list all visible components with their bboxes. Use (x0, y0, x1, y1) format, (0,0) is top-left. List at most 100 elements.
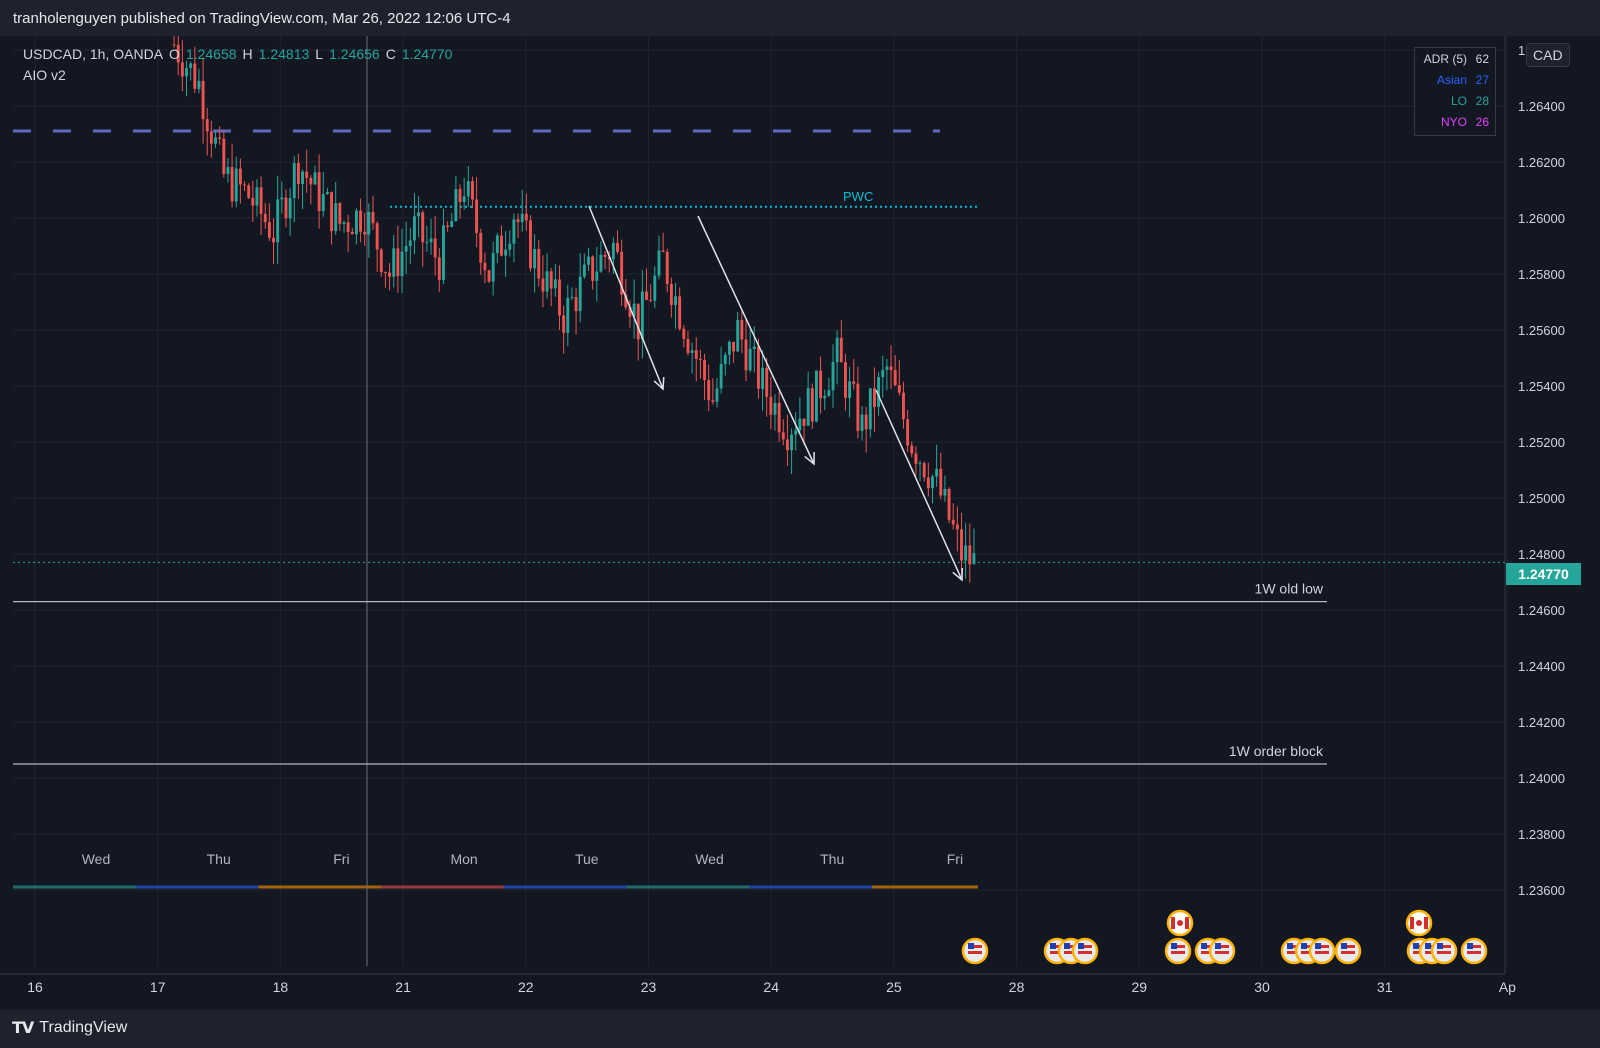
symbol-label[interactable]: USDCAD, 1h, OANDA (23, 46, 164, 62)
candle-body (665, 251, 669, 285)
low-label: L (315, 46, 324, 62)
candle-body (495, 235, 499, 253)
price-tick-label: 1.24000 (1518, 771, 1565, 786)
candle-body (296, 163, 300, 185)
flag-canton (1425, 943, 1431, 949)
candle-body (483, 262, 487, 271)
candle-body (504, 249, 508, 256)
candle-body (823, 396, 827, 399)
nyo-label: NYO (1440, 114, 1467, 129)
weekday-label: Thu (820, 851, 844, 867)
currency-button[interactable]: CAD (1526, 43, 1570, 67)
candle-body (243, 184, 246, 186)
candle-body (889, 366, 893, 371)
candle-body (363, 231, 367, 235)
candle-body (756, 346, 760, 389)
candle-body (334, 203, 338, 232)
weekday-label: Mon (450, 851, 477, 867)
candle-body (276, 199, 280, 243)
candle-body (698, 358, 702, 361)
open-value: 1.24658 (185, 46, 237, 62)
candle-body (570, 297, 574, 299)
footer-bar: TV TradingView (0, 1010, 1600, 1048)
candle-body (425, 242, 429, 244)
candle-body (350, 231, 354, 235)
asian-label: Asian (1436, 72, 1467, 87)
price-tick-label: 1.24400 (1518, 659, 1565, 674)
candle-body (844, 362, 847, 398)
date-tick-label: 21 (395, 979, 411, 995)
candle-body (251, 197, 255, 206)
nyo-row: NYO 26 (1415, 111, 1495, 132)
candle-body (914, 453, 918, 464)
candle-body (931, 476, 934, 489)
candle-body (201, 80, 205, 120)
date-tick-label: 30 (1254, 979, 1270, 995)
candle-body (707, 380, 711, 401)
candle-body (263, 213, 267, 223)
indicator-label[interactable]: AIO v2 (23, 67, 66, 83)
candle-body (657, 250, 661, 276)
candle-body (732, 341, 736, 352)
weekday-label: Fri (947, 851, 963, 867)
candle-body (794, 430, 798, 435)
candle-body (777, 402, 781, 433)
candle-body (711, 400, 715, 402)
candle-body (785, 439, 789, 451)
candle-body (761, 367, 765, 389)
candle-body (288, 198, 292, 219)
candle-body (400, 251, 404, 277)
candle-body (939, 468, 943, 496)
candle-body (943, 488, 947, 496)
candle-body (611, 242, 615, 260)
candle-body (359, 210, 363, 232)
candle-body (247, 185, 251, 198)
price-tick-label: 1.25000 (1518, 491, 1565, 506)
candle-body (491, 252, 495, 282)
candle-body (566, 298, 570, 333)
flag-stripe (1341, 945, 1355, 948)
flag-stripe (1215, 951, 1229, 954)
candle-body (881, 369, 885, 378)
candle-body (678, 296, 682, 329)
candle-body (856, 383, 860, 431)
candle-body (781, 432, 785, 440)
candle-body (885, 366, 889, 370)
adr-row: ADR (5) 62 (1415, 48, 1495, 69)
candle-body (388, 272, 392, 277)
candle-body (197, 80, 201, 89)
date-tick-label: 16 (27, 979, 43, 995)
price-tick-label: 1.25600 (1518, 323, 1565, 338)
candle-body (280, 197, 284, 200)
candle-body (545, 271, 549, 292)
flag-stripe (1287, 951, 1301, 954)
candle-body (433, 238, 437, 258)
candle-body (922, 463, 926, 478)
candle-body (330, 191, 334, 232)
candle-body (935, 468, 939, 477)
candle-body (562, 315, 566, 333)
candle-body (180, 62, 184, 77)
weekday-label: Wed (695, 851, 724, 867)
candle-body (765, 367, 769, 397)
candle-body (553, 279, 557, 289)
tradingview-brand[interactable]: TV TradingView (12, 1018, 127, 1037)
flag-canton (1413, 943, 1419, 949)
weekday-label: Thu (207, 851, 231, 867)
trend-arrow (875, 389, 963, 581)
price-chart[interactable]: 1.266001.264001.262001.260001.258001.256… (0, 36, 1600, 1010)
price-tick-label: 1.26400 (1518, 99, 1565, 114)
candle-body (317, 172, 321, 212)
candle-body (595, 271, 599, 281)
candle-body (661, 250, 665, 252)
candle-body (727, 341, 731, 355)
candle-body (529, 220, 532, 269)
candle-body (458, 189, 462, 202)
trend-arrow (588, 205, 664, 390)
candle-body (412, 216, 416, 241)
candle-body (790, 434, 794, 451)
candle-body (508, 243, 512, 250)
price-scale-area (1505, 36, 1600, 974)
candle-body (926, 477, 930, 489)
date-tick-label: 23 (641, 979, 657, 995)
